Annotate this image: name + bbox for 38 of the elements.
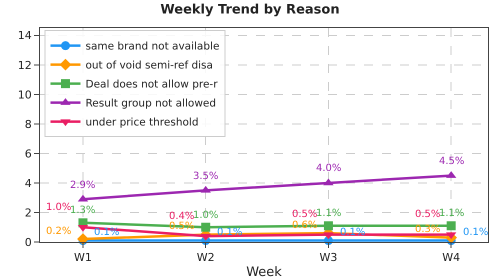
data-label: 3.5% <box>193 171 218 182</box>
data-label: 0.1% <box>340 227 366 238</box>
x-tick-label: W4 <box>442 251 460 264</box>
data-label: 1.0% <box>46 202 72 213</box>
data-label: 0.1% <box>463 227 488 238</box>
data-label: 4.5% <box>439 156 464 167</box>
y-tick-label: 0 <box>24 236 32 249</box>
data-label: 4.0% <box>316 163 342 174</box>
data-label: 0.2% <box>46 226 72 237</box>
data-label: 0.3% <box>415 224 440 235</box>
legend-label: out of void semi-ref disa <box>85 60 213 72</box>
data-label: 0.5% <box>292 209 318 220</box>
data-label: 1.3% <box>70 205 96 216</box>
data-label: 0.5% <box>415 209 440 220</box>
x-tick-label: W1 <box>74 251 92 264</box>
data-label: 1.1% <box>439 208 464 219</box>
data-label: 1.1% <box>316 208 342 219</box>
x-tick-label: W3 <box>320 251 338 264</box>
chart-title: Weekly Trend by Reason <box>160 2 340 18</box>
data-label: 1.0% <box>193 210 218 221</box>
y-tick-label: 6 <box>24 147 32 160</box>
legend-label: under price threshold <box>85 116 198 129</box>
data-label: 0.1% <box>94 227 120 238</box>
y-tick-label: 10 <box>18 88 32 102</box>
legend-label: Result group not allowed <box>85 98 216 110</box>
x-axis-title: Week <box>246 265 282 280</box>
x-tick-label: W2 <box>196 251 215 264</box>
legend-label: same brand not available <box>85 40 220 53</box>
data-label: 2.9% <box>70 180 96 191</box>
data-label: 0.5% <box>169 221 194 232</box>
y-tick-label: 14 <box>18 29 32 42</box>
y-tick-label: 2 <box>24 206 32 220</box>
y-tick-label: 12 <box>18 58 32 72</box>
data-label: 0.6% <box>292 220 318 231</box>
data-label: 0.4% <box>169 211 194 222</box>
y-tick-label: 4 <box>24 176 32 190</box>
y-tick-label: 8 <box>24 118 32 131</box>
legend-label: Deal does not allow pre-r <box>85 78 218 91</box>
